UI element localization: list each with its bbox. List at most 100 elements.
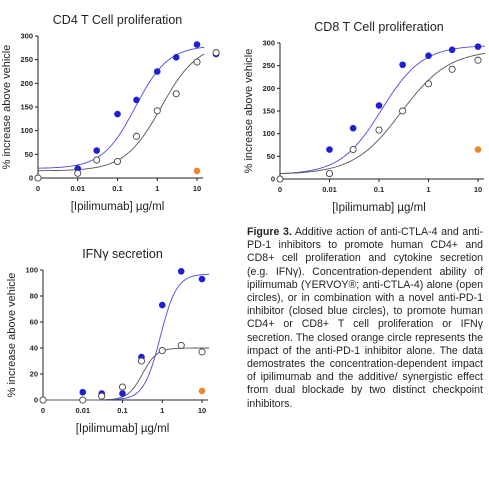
x-tick-label: 1 <box>160 406 164 415</box>
y-tick-label: 200 <box>20 79 33 88</box>
x-tick-label: 10 <box>474 185 482 194</box>
x-tick-label: 0 <box>278 185 282 194</box>
data-point-filled <box>79 388 87 396</box>
y-tick-label: 0 <box>29 174 33 183</box>
y-tick-label: 40 <box>30 344 38 353</box>
data-point-open <box>212 49 220 57</box>
x-tick-label: 0 <box>36 184 40 193</box>
data-point-open <box>424 80 433 88</box>
data-point-open <box>34 174 42 182</box>
x-axis-label: [Ipilimumab] µg/ml <box>332 202 426 214</box>
chart-title: CD8 T Cell proliferation <box>314 20 444 34</box>
x-tick-label: 1 <box>155 184 159 193</box>
data-point-filled <box>349 124 357 132</box>
data-point-open <box>198 348 206 356</box>
x-tick-label: 0.01 <box>322 185 337 194</box>
fit-curve <box>43 273 210 401</box>
fit-curve <box>279 52 486 175</box>
data-point-filled <box>448 46 456 54</box>
fit-curve <box>37 53 205 172</box>
data-point-filled <box>198 275 206 283</box>
data-point-filled <box>425 52 432 59</box>
data-point-open <box>399 107 407 115</box>
data-point-open <box>349 145 357 154</box>
x-axis-label: [Ipilimumab] µg/ml <box>76 423 170 435</box>
x-tick-label: 0 <box>41 406 45 415</box>
data-point-open <box>74 169 82 177</box>
fit-curve <box>38 46 205 169</box>
data-point-filled <box>474 43 482 50</box>
y-tick-label: 100 <box>20 126 33 135</box>
data-point-orange <box>474 146 482 153</box>
x-tick-label: 0.1 <box>374 185 384 194</box>
data-point-open <box>79 396 87 404</box>
y-tick-label: 250 <box>262 61 275 70</box>
data-point-filled <box>375 102 383 109</box>
data-point-open <box>132 132 141 140</box>
y-tick-label: 200 <box>262 84 275 93</box>
data-point-open <box>172 90 180 98</box>
chart-title: IFNγ secretion <box>82 247 163 261</box>
y-tick-label: 0 <box>271 175 275 184</box>
data-point-open <box>158 347 166 355</box>
y-tick-label: 50 <box>25 150 33 159</box>
data-point-filled <box>119 390 126 397</box>
caption-label: Figure 3. <box>247 226 292 238</box>
x-tick-label: 0.01 <box>70 184 85 193</box>
y-axis-label: % increase above vehicle <box>6 273 18 398</box>
data-point-open <box>39 396 47 404</box>
data-point-open <box>153 107 161 115</box>
data-point-open <box>93 156 101 164</box>
y-tick-label: 100 <box>262 129 275 138</box>
y-tick-label: 150 <box>20 103 33 112</box>
x-tick-label: 10 <box>193 184 201 193</box>
x-tick-label: 0.01 <box>75 406 90 415</box>
y-tick-label: 80 <box>30 292 38 301</box>
data-point-open <box>276 175 284 183</box>
data-point-filled <box>399 61 406 69</box>
y-tick-label: 150 <box>262 107 275 116</box>
y-axis-label: % increase above vehicle <box>1 45 13 170</box>
y-tick-label: 250 <box>20 55 33 64</box>
x-axis-label: [Ipilimumab] µg/ml <box>71 201 165 213</box>
x-tick-label: 0.1 <box>117 406 127 415</box>
data-point-open <box>448 65 456 73</box>
y-tick-label: 300 <box>262 39 275 48</box>
x-tick-label: 10 <box>198 406 206 415</box>
data-point-filled <box>114 110 121 118</box>
y-tick-label: 100 <box>25 266 38 275</box>
data-point-open <box>118 383 127 391</box>
data-point-orange <box>198 387 206 395</box>
chart-title: CD4 T Cell proliferation <box>53 13 183 27</box>
x-tick-label: 0.1 <box>112 184 122 193</box>
data-point-filled <box>172 54 180 61</box>
y-tick-label: 300 <box>20 32 33 41</box>
y-tick-label: 60 <box>30 318 38 327</box>
figure-caption: Figure 3. Additive action of anti-CTLA-4… <box>247 226 483 411</box>
data-point-open <box>177 341 185 349</box>
data-point-open <box>375 126 383 134</box>
data-point-filled <box>93 147 101 154</box>
x-tick-label: 1 <box>426 185 430 194</box>
y-axis-label: % increase above vehicle <box>243 49 255 174</box>
data-point-open <box>98 392 106 400</box>
y-tick-label: 50 <box>267 152 275 161</box>
data-point-filled <box>158 301 166 309</box>
y-tick-label: 20 <box>30 370 38 379</box>
data-point-open <box>137 357 146 365</box>
data-point-open <box>474 56 482 64</box>
data-point-filled <box>133 96 140 104</box>
data-point-filled <box>153 68 161 75</box>
data-point-open <box>113 157 122 165</box>
data-point-filled <box>326 146 333 153</box>
y-tick-label: 0 <box>34 396 38 405</box>
fit-curve <box>43 347 210 401</box>
data-point-filled <box>193 41 201 48</box>
data-point-open <box>193 58 201 66</box>
caption-text: Additive action of anti-CTLA-4 and anti-… <box>247 226 483 410</box>
data-point-orange <box>193 167 201 175</box>
